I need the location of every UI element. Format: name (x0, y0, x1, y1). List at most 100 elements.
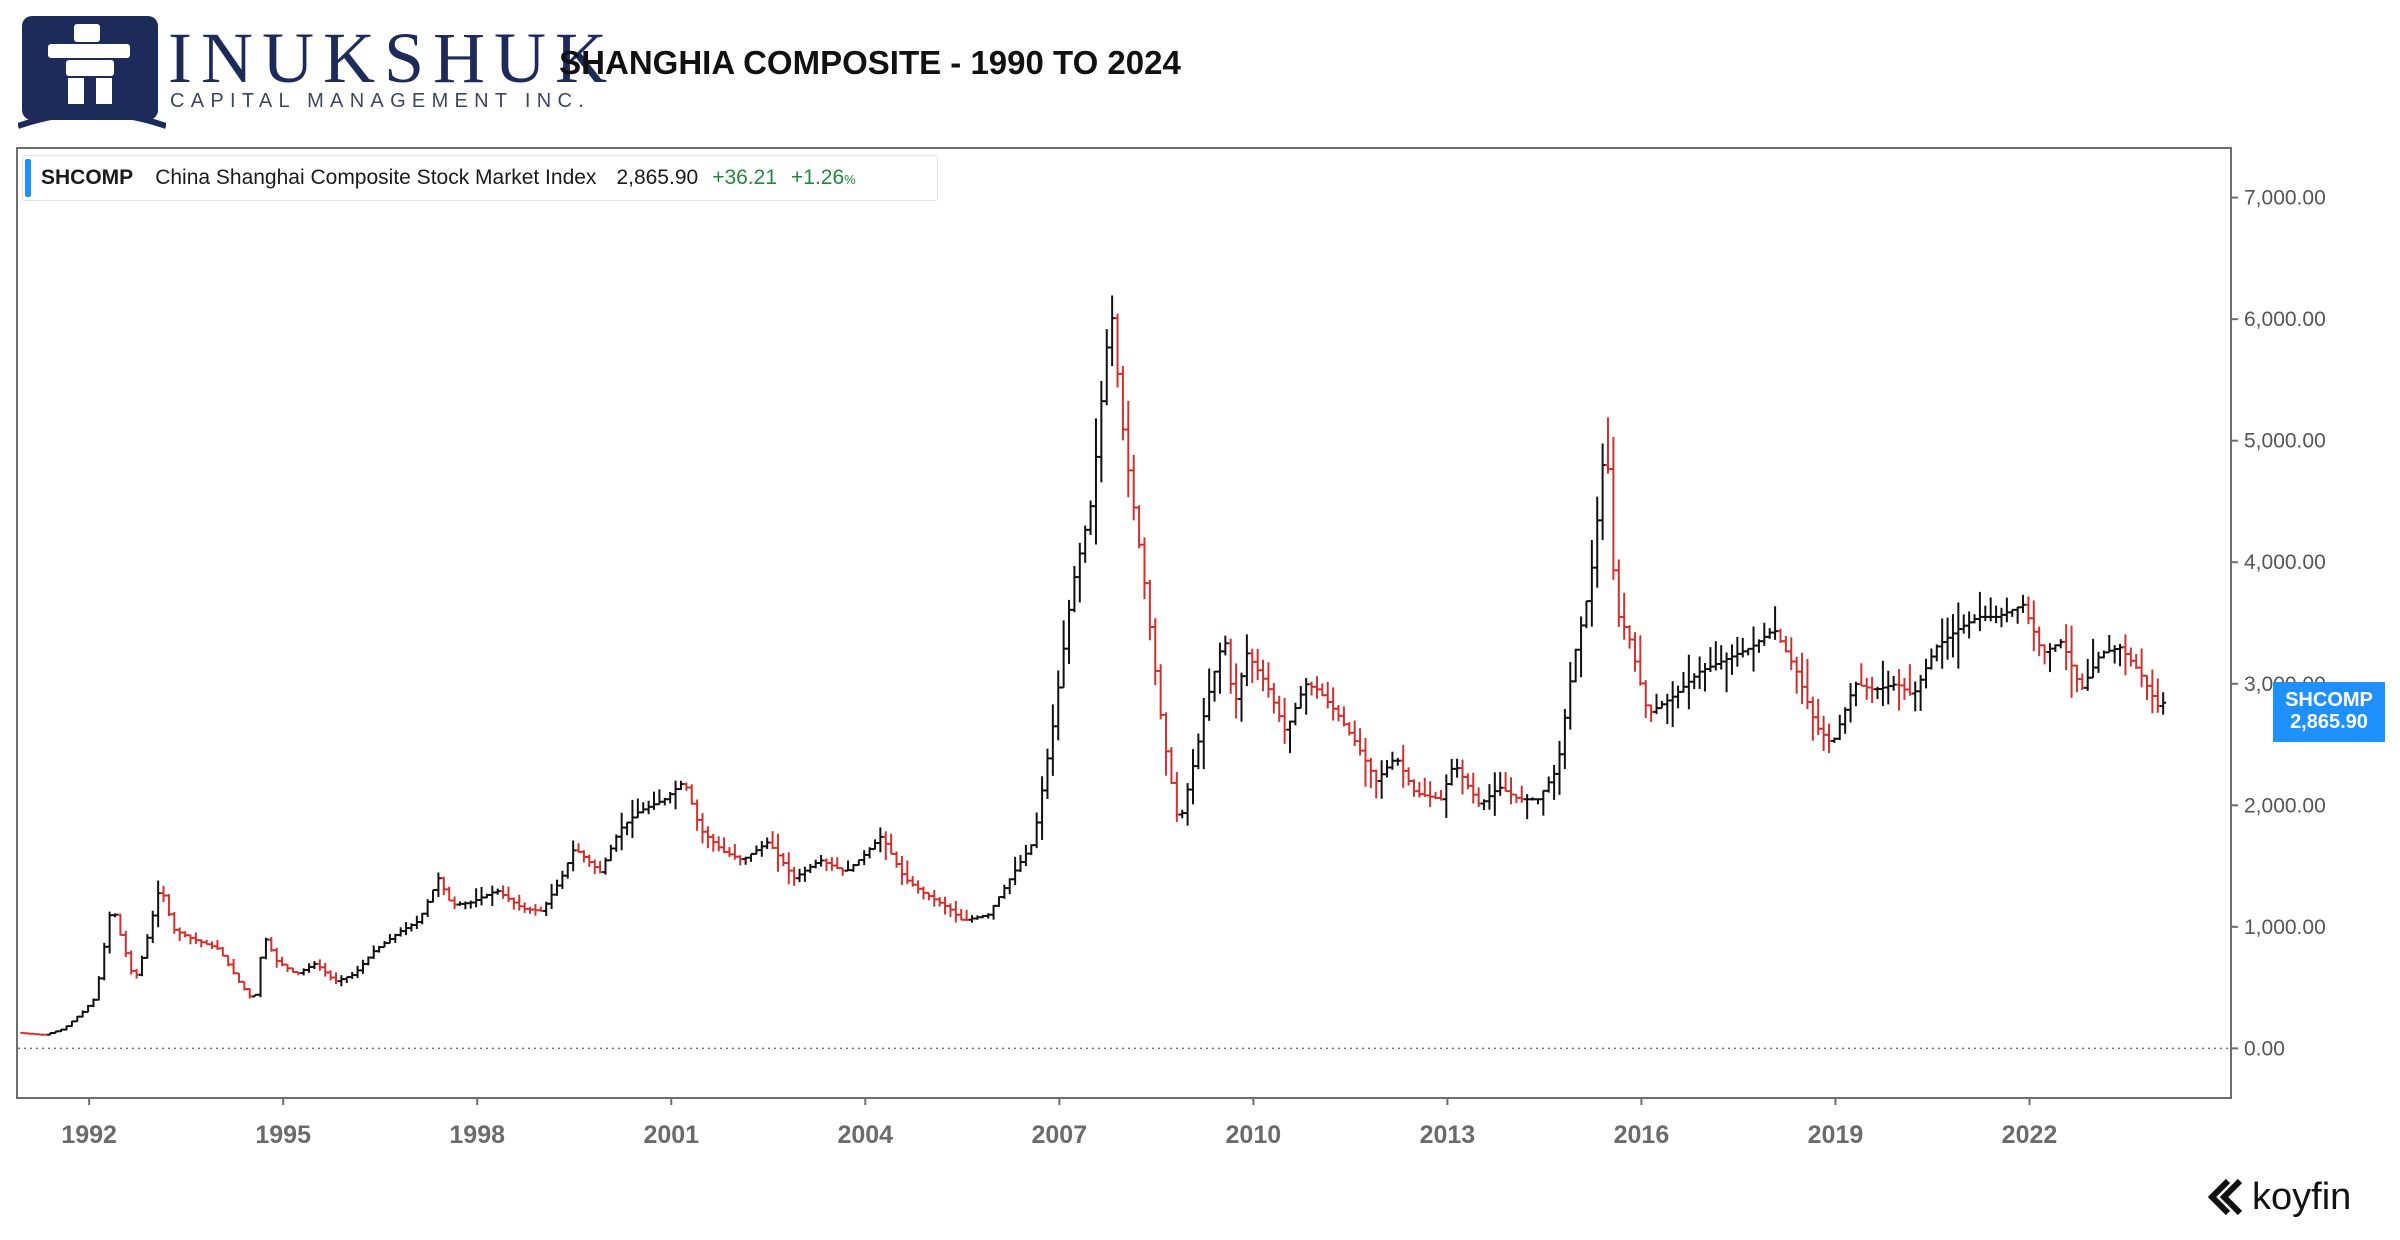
ohlc-bar (1825, 723, 1832, 754)
ohlc-bar (101, 942, 108, 981)
ohlc-bar (1761, 622, 1768, 646)
ohlc-bar (289, 967, 296, 974)
ohlc-bar (1136, 505, 1143, 549)
ohlc-bar (440, 876, 447, 896)
ohlc-bar (812, 859, 819, 869)
ohlc-bar (1432, 791, 1439, 800)
legend-percent-sign: % (844, 172, 856, 187)
ohlc-bar (1044, 748, 1051, 800)
ohlc-bar (505, 886, 512, 903)
ohlc-bar (1847, 683, 1854, 723)
ohlc-bar (1809, 696, 1816, 741)
ohlc-bar (2068, 625, 2075, 698)
ohlc-bar (1367, 757, 1374, 789)
ohlc-bar (2138, 648, 2145, 688)
koyfin-logo-icon (2207, 1178, 2243, 1216)
ohlc-bar (651, 791, 658, 810)
x-tick-label: 2007 (1032, 1121, 1088, 1149)
ohlc-bar (1631, 632, 1638, 672)
ohlc-bar (386, 934, 393, 945)
ohlc-bar (1475, 787, 1482, 807)
ohlc-bar (1028, 844, 1035, 856)
brand-name: INUKSHUK (168, 18, 616, 98)
ohlc-bar (995, 895, 1002, 907)
ohlc-bar (2014, 606, 2021, 624)
ohlc-bar (354, 965, 361, 978)
ohlc-bar (1621, 592, 1628, 640)
ohlc-bar (2025, 596, 2032, 625)
ohlc-bar (753, 845, 760, 855)
ohlc-bar (284, 963, 291, 973)
ohlc-bar (279, 956, 286, 967)
legend-last-value: 2,865.90 (616, 166, 699, 189)
ohlc-bar (376, 945, 383, 953)
ohlc-bar (1017, 854, 1024, 873)
ohlc-bar (823, 858, 830, 872)
ohlc-bar (1243, 634, 1250, 687)
ohlc-bar (1966, 611, 1973, 639)
ohlc-bar (834, 857, 841, 870)
ohlc-bar (1163, 712, 1170, 776)
ohlc-bar (645, 800, 652, 815)
ohlc-bar (1454, 758, 1461, 778)
ohlc-bar (527, 906, 534, 914)
ohlc-bar (1254, 648, 1261, 681)
ohlc-bar (214, 940, 221, 950)
series-legend[interactable]: SHCOMP China Shanghai Composite Stock Ma… (22, 155, 938, 201)
ohlc-bar (764, 837, 771, 850)
ohlc-bar (861, 850, 868, 866)
ohlc-bar (1400, 744, 1407, 788)
ohlc-bar (915, 880, 922, 894)
ohlc-bar (1206, 668, 1213, 721)
ohlc-bar (1076, 542, 1083, 603)
ohlc-bar (1831, 737, 1838, 743)
price-tag-value: 2,865.90 (2290, 711, 2368, 733)
ohlc-bar (898, 855, 905, 885)
ohlc-bar (338, 975, 345, 987)
y-tick-label: 5,000.00 (2244, 430, 2326, 453)
ohlc-bar (500, 885, 507, 899)
ohlc-bar (2057, 639, 2064, 649)
ohlc-bar (850, 864, 857, 872)
ohlc-bar (1012, 856, 1019, 886)
ohlc-bar (1680, 671, 1687, 693)
ohlc-bar (1497, 772, 1504, 796)
ohlc-bar (1766, 628, 1773, 639)
ohlc-bar (1615, 559, 1622, 627)
inukshuk-logo: INUKSHUK CAPITAL MANAGEMENT INC. (18, 14, 607, 134)
ohlc-bar (688, 784, 695, 805)
ohlc-bar (1087, 500, 1094, 535)
ohlc-bar (1750, 626, 1757, 672)
ohlc-bar (408, 923, 415, 932)
ohlc-bar (1039, 776, 1046, 840)
x-tick-label: 2022 (2002, 1121, 2058, 1149)
ohlc-bar (1998, 607, 2005, 628)
ohlc-bar (1055, 670, 1062, 741)
ohlc-bar (1658, 700, 1665, 710)
ohlc-bar (85, 1004, 92, 1013)
ohlc-bar (548, 883, 555, 909)
ohlc-bar (2020, 594, 2027, 613)
ohlc-bar (128, 950, 135, 975)
ohlc-bar (1696, 656, 1703, 689)
ohlc-bar (818, 854, 825, 867)
ohlc-bar (1572, 648, 1579, 683)
ohlc-bar (1815, 698, 1822, 736)
ohlc-bar (198, 939, 205, 948)
ohlc-bar (607, 844, 614, 862)
legend-change-percent: +1.26% (791, 166, 856, 190)
ohlc-bar (176, 927, 183, 941)
ohlc-bar (1594, 496, 1601, 588)
ohlc-bar (1610, 436, 1617, 580)
ohlc-bar (1098, 380, 1105, 483)
x-tick-label: 2010 (1226, 1121, 1282, 1149)
y-tick-label: 0.00 (2244, 1037, 2285, 1060)
ohlc-bar (2073, 664, 2080, 693)
ohlc-bar (230, 958, 237, 975)
ohlc-bar (1146, 579, 1153, 641)
ohlc-bar (1416, 781, 1423, 798)
ohlc-bar (1437, 790, 1444, 801)
ohlc-bar (634, 798, 641, 819)
ohlc-bar (1852, 681, 1859, 707)
ohlc-bar (494, 888, 501, 895)
